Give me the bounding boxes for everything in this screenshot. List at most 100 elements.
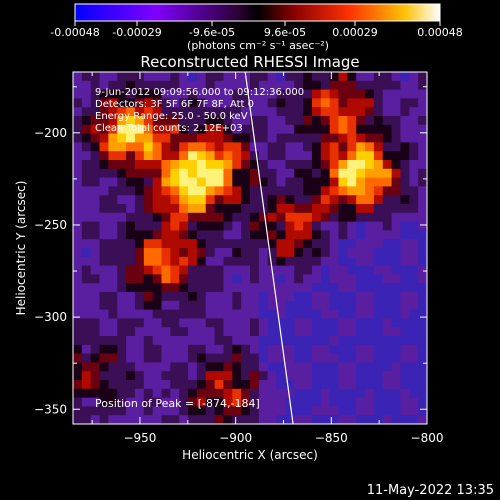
heatmap-cell	[223, 327, 233, 337]
heatmap-cell	[81, 380, 92, 390]
heatmap-cell	[373, 204, 384, 214]
heatmap-cell	[373, 142, 384, 152]
heatmap-cell	[152, 168, 162, 178]
heatmap-cell	[329, 362, 339, 372]
heatmap-cell	[117, 151, 127, 161]
heatmap-cell	[108, 265, 118, 275]
heatmap-cell	[258, 336, 269, 346]
heatmap-cell	[329, 204, 339, 214]
heatmap-cell	[81, 309, 92, 319]
heatmap-cell	[117, 292, 127, 302]
heatmap-cell	[267, 98, 277, 108]
heatmap-cell	[320, 388, 331, 398]
heatmap-cell	[232, 248, 242, 258]
heatmap-cell	[152, 89, 162, 99]
heatmap-cell	[73, 186, 83, 196]
heatmap-cell	[99, 292, 109, 302]
heatmap-cell	[303, 415, 313, 424]
heatmap-cell	[196, 318, 207, 328]
heatmap-cell	[126, 133, 136, 143]
heatmap-cell	[373, 168, 384, 178]
heatmap-cell	[391, 265, 401, 275]
colorbar-unit-label: (photons cm⁻² s⁻¹ asec⁻²)	[187, 39, 329, 52]
heatmap-cell	[90, 318, 100, 328]
heatmap-cell	[276, 221, 286, 231]
heatmap-cell	[418, 256, 427, 266]
heatmap-cell	[409, 336, 419, 346]
heatmap-cell	[99, 168, 109, 178]
heatmap-cell	[99, 89, 109, 99]
heatmap-cell	[400, 248, 410, 258]
heatmap-cell	[143, 98, 154, 108]
heatmap-cell	[134, 327, 145, 337]
heatmap-cell	[400, 388, 410, 398]
heatmap-cell	[409, 292, 419, 302]
heatmap-cell	[99, 107, 109, 117]
heatmap-cell	[241, 344, 251, 354]
heatmap-cell	[188, 265, 198, 275]
heatmap-cell	[365, 397, 375, 407]
heatmap-cell	[99, 230, 109, 240]
heatmap-cell	[338, 415, 348, 424]
colorbar-tick-label: -0.00029	[112, 26, 161, 39]
heatmap-cell	[188, 168, 198, 178]
heatmap-cell	[241, 248, 251, 258]
heatmap-cell	[311, 107, 322, 117]
heatmap-cell	[258, 362, 269, 372]
heatmap-cell	[382, 265, 392, 275]
heatmap-cell	[99, 353, 109, 363]
heatmap-cell	[303, 292, 313, 302]
x-tick-label: −900	[219, 431, 252, 445]
heatmap-cell	[285, 186, 295, 196]
heatmap-cell	[232, 151, 242, 161]
colorbar-tick-label: 9.6e-05	[264, 26, 306, 39]
heatmap-cell	[232, 309, 242, 319]
heatmap-cell	[400, 212, 410, 222]
heatmap-cell	[329, 239, 339, 249]
heatmap-cell	[196, 204, 207, 214]
heatmap-cell	[250, 107, 260, 117]
heatmap-cell	[250, 300, 260, 310]
heatmap-cell	[143, 300, 154, 310]
heatmap-cell	[179, 72, 189, 82]
heatmap-cell	[347, 239, 357, 249]
heatmap-cell	[179, 98, 189, 108]
heatmap-cell	[347, 362, 357, 372]
heatmap-cell	[214, 204, 224, 214]
heatmap-cell	[276, 160, 286, 170]
heatmap-cell	[329, 388, 339, 398]
heatmap-cell	[365, 300, 375, 310]
heatmap-cell	[258, 380, 269, 390]
heatmap-cell	[329, 142, 339, 152]
heatmap-cell	[188, 318, 198, 328]
heatmap-cell	[232, 265, 242, 275]
heatmap-cell	[81, 336, 92, 346]
heatmap-cell	[152, 248, 162, 258]
heatmap-cell	[143, 318, 154, 328]
heatmap-cell	[241, 406, 251, 416]
heatmap-cell	[99, 160, 109, 170]
heatmap-cell	[409, 89, 419, 99]
heatmap-cell	[267, 133, 277, 143]
heatmap-cell	[214, 380, 224, 390]
heatmap-cell	[320, 151, 331, 161]
heatmap-cell	[320, 124, 331, 134]
heatmap-cell	[99, 248, 109, 258]
heatmap-cell	[285, 107, 295, 117]
heatmap-cell	[152, 142, 162, 152]
heatmap-cell	[311, 160, 322, 170]
heatmap-cell	[294, 406, 304, 416]
heatmap-cell	[241, 371, 251, 381]
heatmap-cell	[188, 362, 198, 372]
heatmap-cell	[126, 274, 136, 284]
heatmap-cell	[320, 142, 331, 152]
heatmap-cell	[303, 274, 313, 284]
heatmap-cell	[409, 415, 419, 424]
heatmap-cell	[258, 274, 269, 284]
heatmap-cell	[134, 221, 145, 231]
heatmap-cell	[232, 98, 242, 108]
heatmap-cell	[400, 415, 410, 424]
heatmap-cell	[152, 327, 162, 337]
heatmap-cell	[382, 186, 392, 196]
heatmap-cell	[347, 89, 357, 99]
